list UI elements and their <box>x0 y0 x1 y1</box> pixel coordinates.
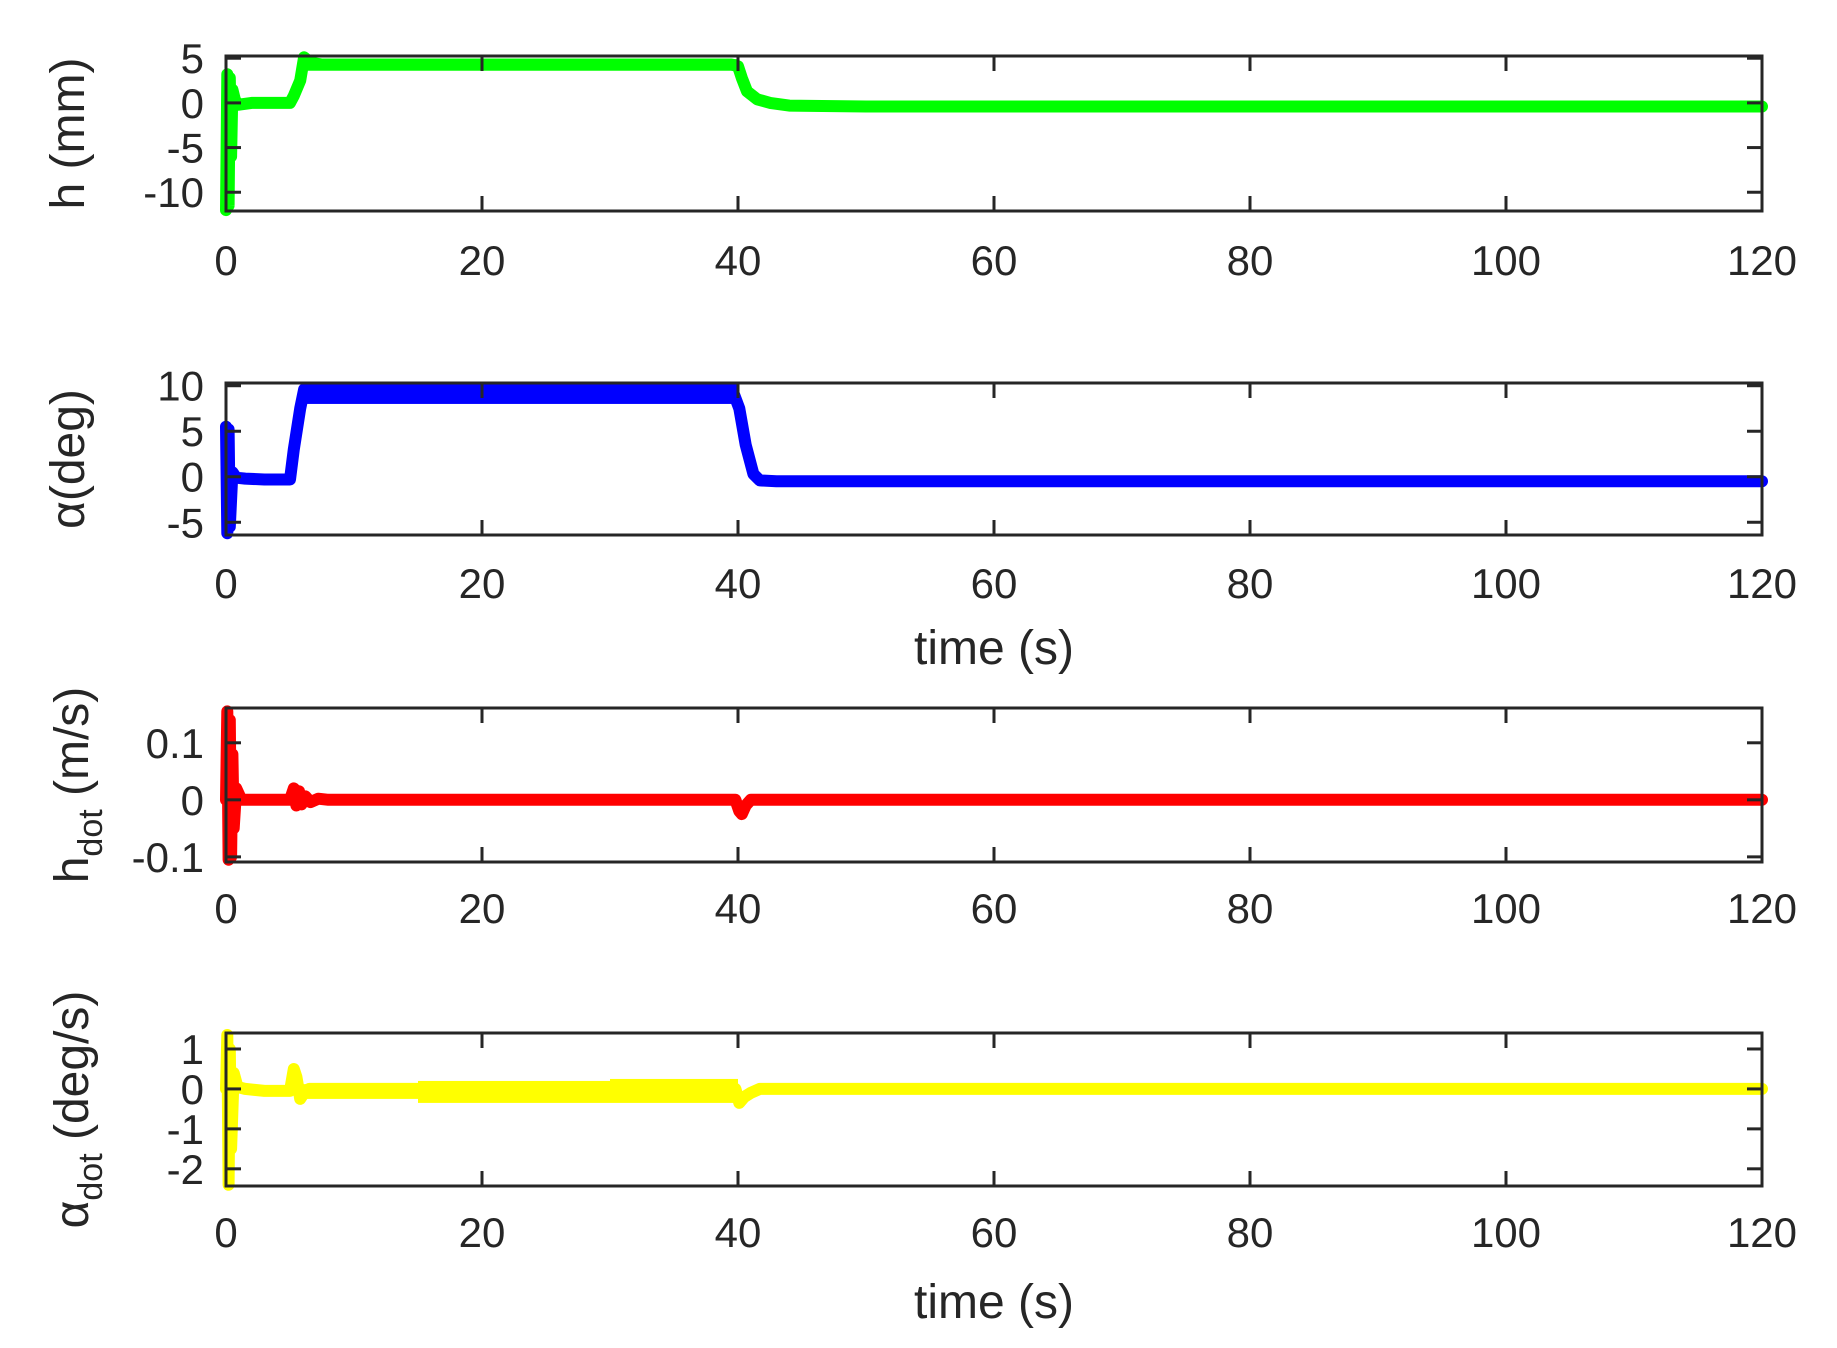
y-tick-label: 0 <box>181 1066 204 1113</box>
y-tick-label: 0 <box>181 777 204 824</box>
y-axis-label: hdot (m/s) <box>46 687 110 884</box>
y-axis-label: α(deg) <box>42 389 95 529</box>
axes-box <box>224 54 1764 213</box>
x-tick-label: 80 <box>1227 237 1274 284</box>
y-tick-label: 1 <box>181 1026 204 1073</box>
series-line <box>220 51 1768 217</box>
series-h <box>220 51 1768 217</box>
x-tick-label: 120 <box>1727 1209 1797 1256</box>
x-tick-label: 20 <box>459 560 506 607</box>
x-tick-label: 60 <box>971 237 1018 284</box>
y-tick-label: 10 <box>157 363 204 410</box>
x-tick-label: 20 <box>459 885 506 932</box>
y-tick-label: 0 <box>181 454 204 501</box>
x-tick-label: 60 <box>971 885 1018 932</box>
y-tick-label: -5 <box>167 499 204 546</box>
x-tick-label: 60 <box>971 1209 1018 1256</box>
x-tick-label: 80 <box>1227 885 1274 932</box>
x-tick-label: 40 <box>715 1209 762 1256</box>
y-tick-label: 5 <box>181 408 204 455</box>
series-line <box>220 383 1768 540</box>
y-tick-label: -5 <box>167 125 204 172</box>
x-tick-label: 40 <box>715 560 762 607</box>
x-tick-label: 0 <box>214 560 237 607</box>
x-tick-label: 20 <box>459 1209 506 1256</box>
x-tick-label: 60 <box>971 560 1018 607</box>
y-axis-label: h (mm) <box>42 58 95 210</box>
y-tick-label: 5 <box>181 35 204 82</box>
x-tick-label: 100 <box>1471 1209 1541 1256</box>
y-tick-label: -1 <box>167 1106 204 1153</box>
axes-box <box>224 1031 1764 1188</box>
x-tick-label: 120 <box>1727 560 1797 607</box>
x-tick-label: 0 <box>214 1209 237 1256</box>
y-tick-label: 0 <box>181 80 204 127</box>
x-tick-label: 80 <box>1227 560 1274 607</box>
x-tick-label: 0 <box>214 237 237 284</box>
series-line <box>220 1029 1768 1191</box>
x-tick-label: 40 <box>715 885 762 932</box>
x-tick-label: 120 <box>1727 885 1797 932</box>
x-tick-label: 120 <box>1727 237 1797 284</box>
series-h_dot <box>220 705 1768 866</box>
x-tick-label: 100 <box>1471 885 1541 932</box>
x-axis-label: time (s) <box>914 1276 1074 1329</box>
axes-box <box>224 706 1764 864</box>
y-tick-label: -0.1 <box>132 834 204 881</box>
y-tick-label: 0.1 <box>146 720 204 767</box>
x-tick-label: 40 <box>715 237 762 284</box>
axes-box <box>224 381 1764 537</box>
series-alpha_dot <box>220 1029 1768 1191</box>
x-axis-label: time (s) <box>914 622 1074 675</box>
series-line <box>220 705 1768 866</box>
x-tick-label: 100 <box>1471 237 1541 284</box>
x-tick-label: 80 <box>1227 1209 1274 1256</box>
y-axis-label: αdot (deg/s) <box>46 991 110 1229</box>
x-tick-label: 0 <box>214 885 237 932</box>
x-tick-label: 100 <box>1471 560 1541 607</box>
series-alpha <box>220 383 1768 540</box>
x-tick-label: 20 <box>459 237 506 284</box>
y-tick-label: -2 <box>167 1146 204 1193</box>
y-tick-label: -10 <box>143 169 204 216</box>
